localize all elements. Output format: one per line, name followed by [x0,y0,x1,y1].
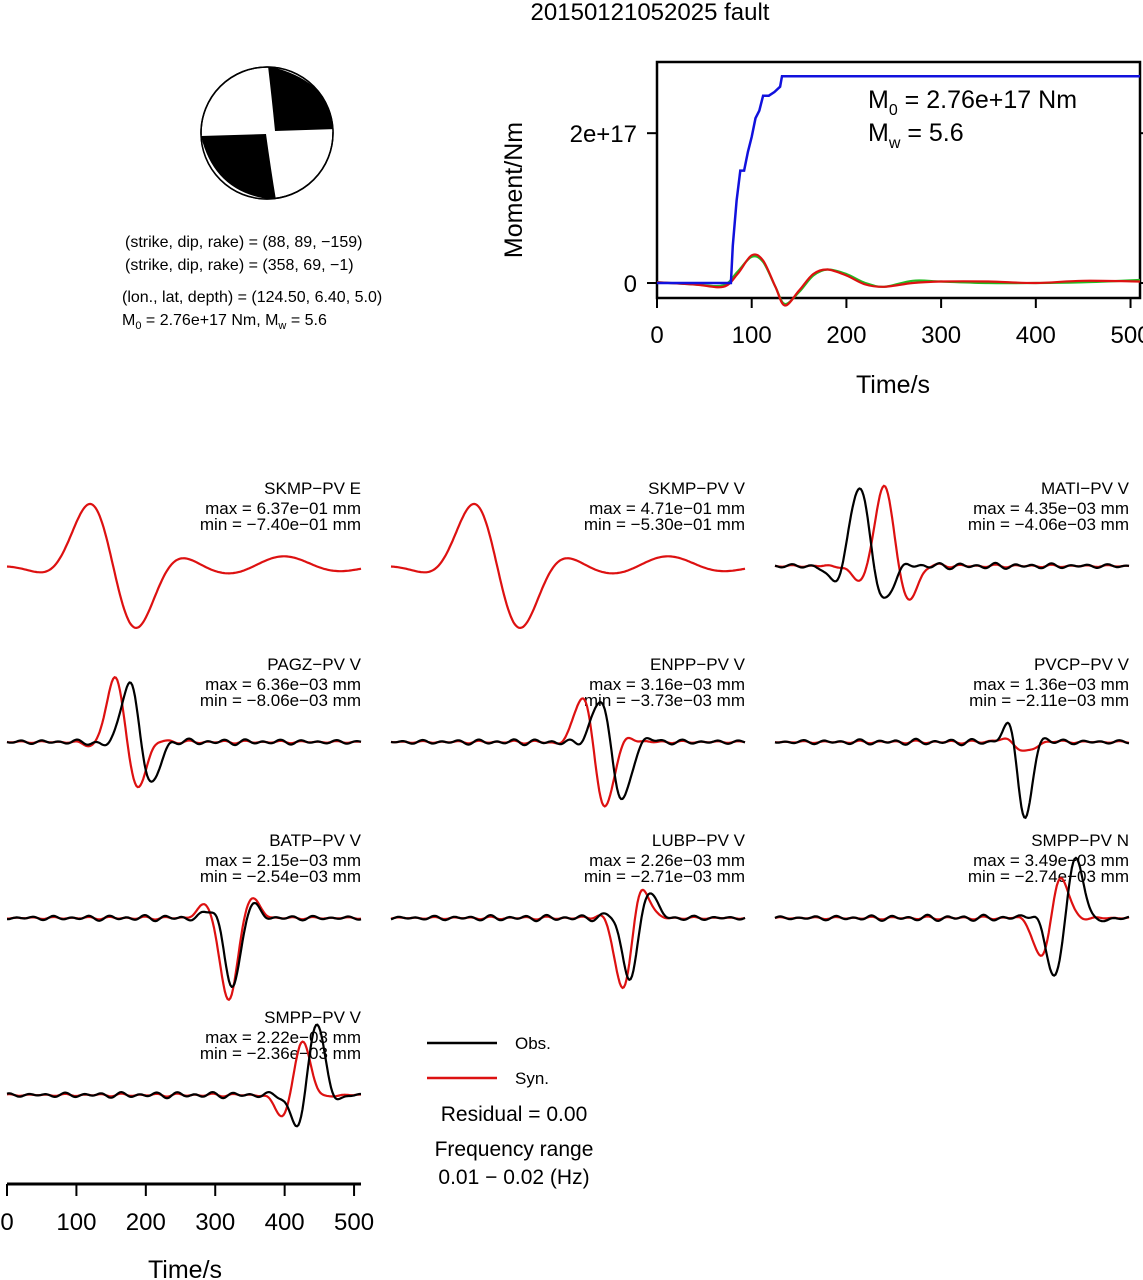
moment-xtick-label: 0 [650,322,663,349]
synthetic-trace [6,502,362,630]
moment-xtick-label: 200 [826,322,866,349]
time-axis-tick-label: 200 [126,1209,166,1236]
waveform-xlabel: Time/s [148,1256,222,1280]
observed-trace [6,1023,361,1128]
nodal-plane-1: (strike, dip, rake) = (88, 89, −159) [125,234,362,251]
min-amplitude: min = −4.06e−03 mm [968,515,1129,534]
observed-trace [6,681,362,783]
time-axis-tick-label: 400 [265,1209,305,1236]
moment-xtick-label: 500 [1111,322,1143,349]
source-location: (lon., lat, depth) = (124.50, 6.40, 5.0) [122,289,382,306]
observed-trace [390,892,746,982]
residual-text: Residual = 0.00 [441,1103,588,1126]
synthetic-trace [390,888,746,990]
time-axis-tick-label: 300 [195,1209,235,1236]
max-amplitude: max = 6.36e−03 mm [205,675,361,694]
moment-chart-frame [655,60,1142,300]
observed-trace [774,856,1130,977]
beachball-diagram [200,66,334,200]
nodal-plane-2: (strike, dip, rake) = (358, 69, −1) [125,257,354,274]
synthetic-trace [7,897,362,1002]
station-label: PVCP−PV V [1034,655,1130,674]
time-axis-tick-label: 0 [0,1209,13,1236]
synthetic-trace [6,1040,361,1118]
station-label: SKMP−PV V [648,479,746,498]
moment-xtick-label: 100 [732,322,772,349]
min-amplitude: min = −5.30e−01 mm [584,515,745,534]
station-label: LUBP−PV V [652,831,746,850]
max-amplitude: max = 4.35e−03 mm [973,499,1129,518]
observed-trace [774,721,1130,820]
station-label: PAGZ−PV V [267,655,361,674]
min-amplitude: min = −2.54e−03 mm [200,867,361,886]
legend-syn-label: Syn. [515,1069,549,1088]
min-amplitude: min = −2.71e−03 mm [584,867,745,886]
waveform-time-axis: 0 100 200 300 400 500 Time/s [0,1182,374,1280]
observed-trace [774,487,1130,599]
moment-xtick-label: 400 [1016,322,1056,349]
observed-trace [390,701,746,801]
max-amplitude: max = 2.15e−03 mm [205,851,361,870]
min-amplitude: min = −2.36e−03 mm [200,1044,361,1063]
min-amplitude: min = −8.06e−03 mm [200,691,361,710]
max-amplitude: max = 3.16e−03 mm [589,675,745,694]
figure-title: 20150121052025 fault [531,0,770,26]
max-amplitude: max = 4.71e−01 mm [589,499,745,518]
frequency-range-value: 0.01 − 0.02 (Hz) [438,1166,589,1189]
moment-ylabel: Moment/Nm [500,122,528,258]
station-label: BATP−PV V [269,831,361,850]
min-amplitude: min = −2.74e−03 mm [968,867,1129,886]
min-amplitude: min = −7.40e−01 mm [200,515,361,534]
observed-trace [7,901,362,989]
moment-ytick-label: 2e+17 [570,121,637,148]
synthetic-trace [390,502,746,630]
moment-xlabel: Time/s [856,371,930,399]
max-amplitude: max = 2.26e−03 mm [589,851,745,870]
station-label: SKMP−PV E [264,479,361,498]
max-amplitude: max = 6.37e−01 mm [205,499,361,518]
min-amplitude: min = −2.11e−03 mm [969,691,1129,710]
max-amplitude: max = 3.49e−03 mm [973,851,1129,870]
min-amplitude: min = −3.73e−03 mm [584,691,745,710]
moment-ytick-label: 0 [624,271,637,298]
station-label: SMPP−PV V [264,1008,362,1027]
time-axis-tick-label: 500 [334,1209,374,1236]
station-label: ENPP−PV V [650,655,746,674]
moment-series-line [656,253,1141,307]
moment-summary: M0 = 2.76e+17 Nm, Mw = 5.6 [122,312,327,332]
legend: Obs. Syn. Residual = 0.00 Frequency rang… [427,1034,593,1189]
legend-obs-label: Obs. [515,1034,551,1053]
moment-chart: 010020030040050002e+17 M0 = 2.76e+17 Nm … [500,60,1143,399]
station-label: SMPP−PV N [1031,831,1129,850]
frequency-range-title: Frequency range [435,1138,594,1161]
max-amplitude: max = 1.36e−03 mm [973,675,1129,694]
station-label: MATI−PV V [1041,479,1130,498]
synthetic-trace [390,697,746,808]
moment-xtick-label: 300 [921,322,961,349]
moment-annotation-mw: Mw = 5.6 [868,119,964,152]
moment-annotation-m0: M0 = 2.76e+17 Nm [868,86,1077,119]
time-axis-tick-label: 100 [56,1209,96,1236]
moment-series-line [657,74,1140,285]
